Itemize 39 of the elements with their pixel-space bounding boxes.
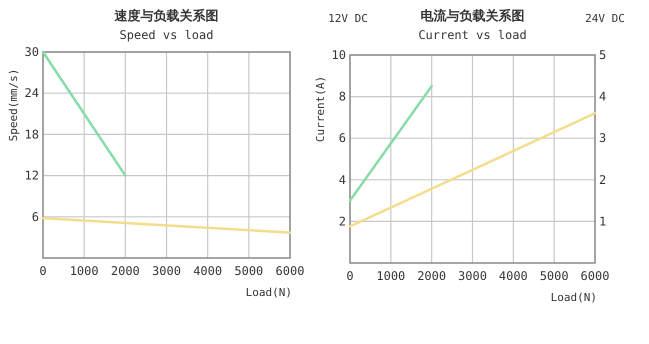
x-tick: 5000 — [540, 269, 569, 283]
y-tick: 24 — [24, 86, 39, 100]
y2-tick: 5 — [599, 48, 606, 62]
x-tick: 1000 — [376, 269, 406, 283]
x-tick: 4000 — [498, 269, 528, 283]
x-tick: 2000 — [110, 264, 140, 278]
annotation: 24V DC — [585, 12, 625, 25]
y-tick: 18 — [24, 127, 39, 142]
y-tick: 4 — [338, 172, 346, 187]
subtitle: Speed vs load — [120, 28, 214, 42]
annotation: 12V DC — [328, 12, 368, 25]
x-tick: 5000 — [234, 264, 264, 278]
x-tick: 3000 — [152, 264, 181, 278]
y-tick: 12 — [24, 168, 39, 183]
y-tick: 2 — [338, 214, 346, 228]
y-tick: 6 — [338, 131, 346, 146]
title: 速度与负载关系图 — [114, 9, 218, 24]
y-tick: 10 — [332, 48, 346, 62]
xlabel: Load(N) — [246, 286, 292, 299]
ylabel: Speed(mm/s) — [7, 68, 20, 142]
y2-tick: 3 — [599, 131, 606, 146]
title: 电流与负载关系图 — [420, 9, 524, 24]
x-tick: 2000 — [417, 269, 446, 283]
subtitle: Current vs load — [418, 28, 527, 42]
x-tick: 6000 — [276, 264, 304, 278]
x-tick: 0 — [346, 269, 354, 283]
x-tick: 1000 — [70, 264, 99, 278]
x-tick: 6000 — [580, 269, 610, 283]
xlabel: Load(N) — [550, 291, 597, 304]
y-tick: 8 — [338, 90, 346, 104]
y2-tick: 4 — [599, 90, 606, 104]
x-tick: 0 — [39, 264, 47, 278]
x-tick: 3000 — [458, 269, 487, 283]
x-tick: 4000 — [193, 264, 222, 278]
y-tick: 30 — [24, 45, 39, 59]
y-tick: 6 — [32, 210, 39, 224]
ylabel: Current(A) — [314, 76, 327, 142]
y2-tick: 1 — [599, 214, 606, 228]
y2-tick: 2 — [599, 172, 606, 187]
